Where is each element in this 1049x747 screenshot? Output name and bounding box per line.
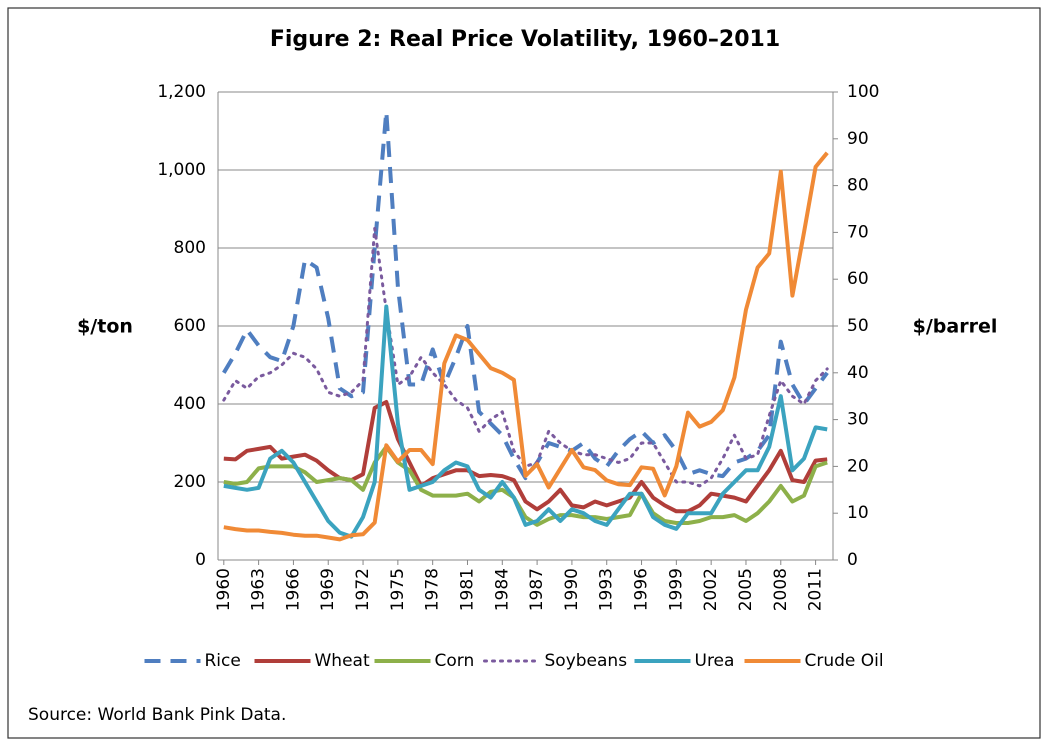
x-tick-label: 2011	[806, 568, 826, 611]
y2-axis-title: $/barrel	[913, 316, 998, 338]
x-tick-label: 1972	[353, 568, 373, 611]
y-axis-title: $/ton	[77, 316, 133, 338]
y2-tick-label: 10	[847, 503, 869, 523]
x-tick-label: 1987	[527, 568, 547, 611]
y2-tick-label: 20	[847, 456, 869, 476]
y2-tick-label: 80	[847, 176, 869, 196]
x-tick-label: 2008	[771, 568, 791, 611]
y-tick-label: 0	[195, 550, 206, 570]
y2-tick-label: 70	[847, 222, 869, 242]
x-tick-label: 1990	[562, 568, 582, 611]
y-tick-label: 1,000	[157, 160, 206, 180]
chart-title: Figure 2: Real Price Volatility, 1960–20…	[270, 27, 780, 52]
x-tick-label: 1981	[457, 568, 477, 611]
x-tick-label: 2005	[736, 568, 756, 611]
series-line	[223, 151, 829, 542]
x-tick-label: 1993	[597, 568, 617, 611]
x-tick-label: 1996	[632, 568, 652, 611]
series-line	[223, 444, 828, 527]
y2-tick-label: 30	[847, 410, 869, 430]
x-tick-label: 1960	[214, 568, 234, 611]
y-tick-label: 1,200	[157, 82, 206, 102]
x-tick-label: 1999	[666, 568, 686, 611]
series-line	[223, 304, 828, 539]
series-line	[222, 109, 829, 481]
x-tick-label: 1975	[388, 568, 408, 611]
y2-tick-label: 90	[847, 129, 869, 149]
legend-label: Rice	[205, 651, 241, 671]
legend-label: Corn	[435, 651, 475, 671]
x-tick-label: 1969	[318, 568, 338, 611]
x-tick-label: 1963	[249, 568, 269, 611]
x-tick-label: 2002	[701, 568, 721, 611]
series-line	[223, 400, 828, 514]
source-note: Source: World Bank Pink Data.	[28, 705, 286, 725]
y2-tick-label: 40	[847, 363, 869, 383]
y2-tick-label: 0	[847, 550, 858, 570]
legend-label: Urea	[695, 651, 735, 671]
x-tick-label: 1978	[423, 568, 443, 611]
legend-label: Soybeans	[545, 651, 628, 671]
x-tick-label: 1966	[283, 568, 303, 611]
y2-tick-label: 50	[847, 316, 869, 336]
y-tick-label: 200	[174, 472, 206, 492]
y2-tick-label: 100	[847, 82, 879, 102]
series-line	[222, 227, 829, 488]
x-tick-label: 1984	[492, 568, 512, 611]
y-tick-label: 600	[174, 316, 206, 336]
frame	[7, 7, 1041, 739]
y-tick-label: 400	[174, 394, 206, 414]
y2-tick-label: 60	[847, 269, 869, 289]
legend-label: Crude Oil	[805, 651, 884, 671]
y-tick-label: 800	[174, 238, 206, 258]
legend-label: Wheat	[315, 651, 370, 671]
